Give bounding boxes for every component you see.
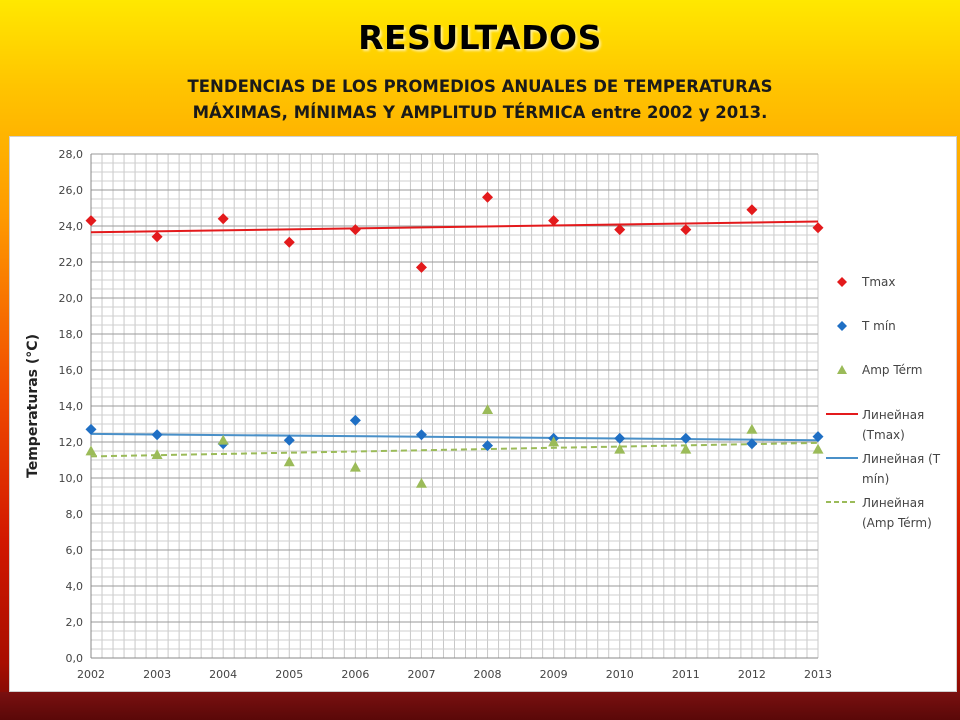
- y-tick-label: 26,0: [59, 184, 84, 197]
- legend-label: Линейная: [862, 496, 924, 510]
- trendline-0: [90, 220, 819, 234]
- y-tick-label: 22,0: [59, 256, 84, 269]
- subtitle-line-1: TENDENCIAS DE LOS PROMEDIOS ANUALES DE T…: [187, 77, 773, 96]
- data-point-amp-térm: [217, 434, 229, 445]
- data-point-t-mín: [415, 429, 427, 441]
- data-point-t-mín: [151, 429, 163, 441]
- y-tick-label: 4,0: [66, 580, 84, 593]
- data-point-tmax: [680, 224, 692, 236]
- x-tick-label: 2002: [77, 668, 105, 681]
- y-tick-label: 28,0: [59, 148, 84, 161]
- y-axis-label: Temperaturas (°C): [25, 334, 41, 478]
- y-tick-label: 14,0: [59, 400, 84, 413]
- legend-marker-2: [837, 365, 847, 374]
- data-point-t-mín: [349, 414, 361, 426]
- legend-label: Amp Térm: [862, 363, 922, 377]
- x-tick-label: 2008: [474, 668, 502, 681]
- y-tick-label: 0,0: [66, 652, 84, 665]
- x-tick-label: 2007: [407, 668, 435, 681]
- legend-label: T mín: [861, 319, 896, 333]
- legend-label: Линейная (T: [862, 452, 941, 466]
- trendline-2: [90, 441, 819, 458]
- page-subtitle: TENDENCIAS DE LOS PROMEDIOS ANUALES DE T…: [100, 74, 860, 126]
- legend-label: mín): [862, 472, 889, 486]
- x-tick-label: 2004: [209, 668, 237, 681]
- data-point-tmax: [151, 231, 163, 243]
- x-tick-label: 2012: [738, 668, 766, 681]
- data-point-tmax: [349, 224, 361, 236]
- x-tick-label: 2006: [341, 668, 369, 681]
- x-tick-label: 2010: [606, 668, 634, 681]
- y-tick-label: 2,0: [66, 616, 84, 629]
- data-point-amp-térm: [415, 477, 427, 488]
- data-point-tmax: [283, 236, 295, 248]
- legend-marker-0: [837, 277, 847, 287]
- y-tick-label: 6,0: [66, 544, 84, 557]
- data-point-t-mín: [614, 432, 626, 444]
- x-tick-label: 2013: [804, 668, 832, 681]
- x-tick-label: 2009: [540, 668, 568, 681]
- data-point-t-mín: [85, 423, 97, 435]
- data-point-amp-térm: [349, 461, 361, 472]
- data-point-amp-térm: [283, 456, 295, 467]
- bottom-band: [0, 692, 960, 720]
- data-point-t-mín: [680, 432, 692, 444]
- y-tick-label: 20,0: [59, 292, 84, 305]
- legend-label: (Tmax): [862, 428, 905, 442]
- data-point-tmax: [548, 215, 560, 227]
- data-point-amp-térm: [680, 443, 692, 454]
- data-point-amp-térm: [151, 449, 163, 459]
- data-point-t-mín: [812, 431, 824, 443]
- data-point-t-mín: [746, 438, 758, 450]
- data-point-tmax: [85, 215, 97, 227]
- data-point-t-mín: [482, 440, 494, 452]
- chart-panel: 0,0 2,0 4,0 6,0 8,0 10,0 12,0 14,0 16,0 18,0 20,0 2…: [9, 136, 957, 692]
- data-point-tmax: [482, 191, 494, 203]
- data-point-amp-térm: [482, 404, 494, 414]
- data-point-amp-térm: [614, 443, 626, 454]
- legend-marker-1: [837, 321, 847, 331]
- x-tick-label: 2005: [275, 668, 303, 681]
- data-point-amp-térm: [812, 443, 824, 454]
- y-tick-label: 24,0: [59, 220, 84, 233]
- subtitle-line-2: MÁXIMAS, MÍNIMAS Y AMPLITUD TÉRMICA entr…: [192, 103, 768, 122]
- data-point-tmax: [812, 222, 824, 234]
- data-point-amp-térm: [548, 436, 560, 447]
- data-point-t-mín: [283, 434, 295, 446]
- y-tick-label: 8,0: [66, 508, 84, 521]
- data-point-tmax: [217, 213, 229, 225]
- data-point-tmax: [415, 261, 427, 273]
- temperature-chart: 0,0 2,0 4,0 6,0 8,0 10,0 12,0 14,0 16,0 18,0 20,0 2…: [25, 148, 941, 681]
- data-point-amp-térm: [85, 445, 97, 456]
- x-tick-label: 2003: [143, 668, 171, 681]
- y-tick-label: 18,0: [59, 328, 84, 341]
- data-point-tmax: [746, 204, 758, 216]
- legend-label: (Amp Térm): [862, 516, 932, 530]
- legend-label: Линейная: [862, 408, 924, 422]
- page-title: RESULTADOS: [358, 18, 602, 57]
- y-tick-label: 12,0: [59, 436, 84, 449]
- data-point-tmax: [614, 224, 626, 236]
- y-tick-label: 10,0: [59, 472, 84, 485]
- legend-label: Tmax: [861, 275, 895, 289]
- trendline-1: [90, 432, 819, 442]
- y-tick-label: 16,0: [59, 364, 84, 377]
- x-tick-label: 2011: [672, 668, 700, 681]
- data-point-amp-térm: [746, 423, 758, 434]
